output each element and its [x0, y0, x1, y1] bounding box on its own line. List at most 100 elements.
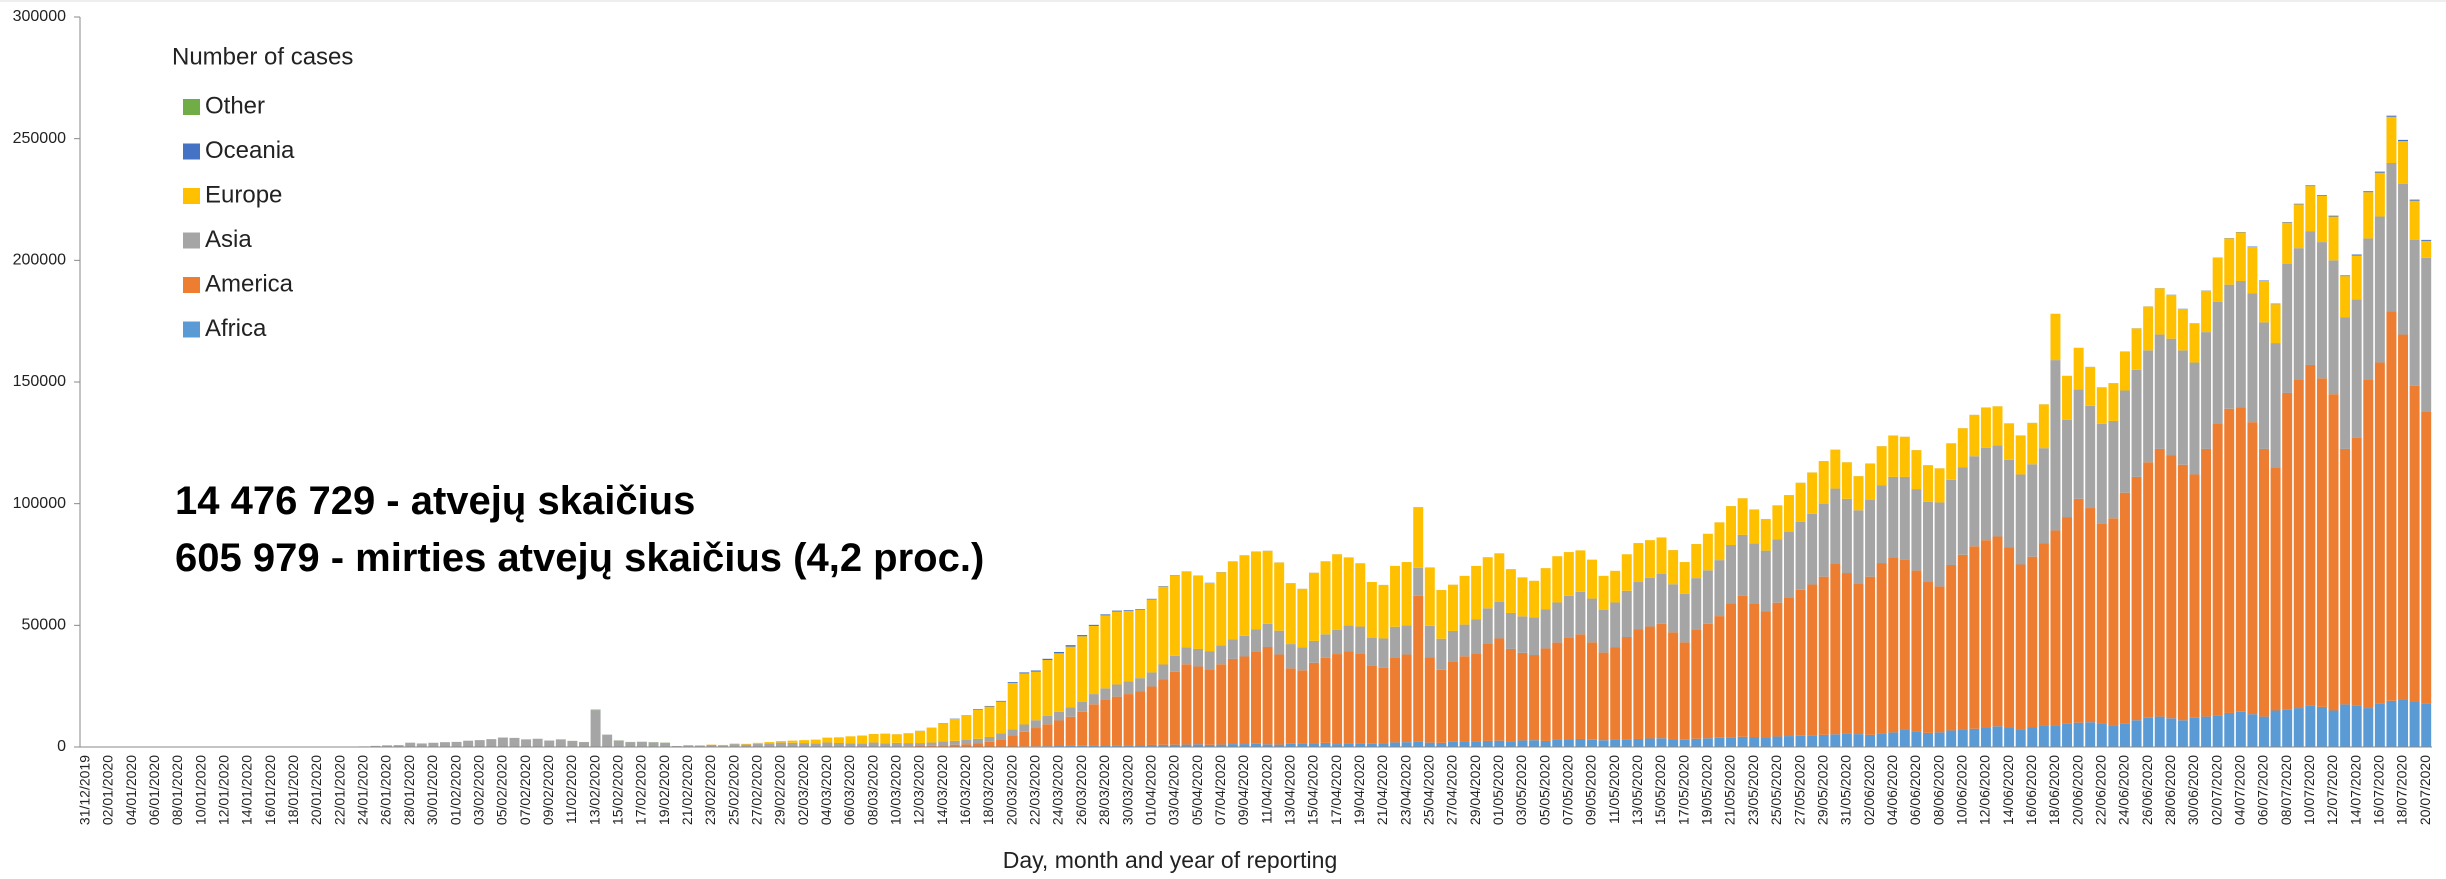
bar-segment [2073, 722, 2084, 747]
bar-segment [1656, 623, 1667, 739]
bar-segment [1077, 711, 1088, 746]
bar-segment [2351, 254, 2362, 256]
bar-segment [822, 737, 833, 743]
bar-segment [1169, 575, 1180, 656]
bar-segment [1308, 743, 1319, 747]
bar-segment [2177, 350, 2188, 465]
bar-segment [1297, 647, 1308, 671]
bar-segment [1007, 729, 1018, 736]
bar-segment [2224, 284, 2235, 409]
bar-segment [2305, 705, 2316, 747]
bar-segment [2038, 448, 2049, 544]
legend-swatch [183, 277, 200, 293]
x-tick-label: 01/05/2020 [1490, 755, 1506, 825]
bar-segment [2004, 459, 2015, 548]
bar-segment [1378, 638, 1389, 668]
bar-segment [2293, 248, 2304, 380]
bar-segment [1274, 744, 1285, 747]
bar-segment [2409, 385, 2420, 702]
bar-segment [729, 744, 740, 747]
bar-segment [1957, 467, 1968, 555]
bar-segment [1065, 646, 1076, 708]
bar-segment [1679, 642, 1690, 740]
bar-segment [915, 743, 925, 746]
bar-segment [1899, 476, 1910, 560]
x-tick-label: 22/01/2020 [331, 755, 347, 825]
bar-segment [1980, 407, 1991, 448]
x-tick-label: 19/02/2020 [656, 755, 672, 825]
bar-segment [1505, 741, 1516, 747]
bar-segment [544, 740, 555, 747]
bar-segment [2108, 518, 2119, 726]
bar-segment [1587, 559, 1597, 599]
bar-segment [1853, 510, 1864, 584]
bar-segment [949, 744, 960, 747]
bar-segment [1135, 609, 1146, 611]
bar-segment [2189, 323, 2200, 363]
bar-segment [2131, 369, 2142, 477]
bar-segment [1019, 731, 1030, 747]
bar-segment [2177, 464, 2188, 721]
bar-segment [2085, 722, 2096, 747]
bar-segment [2316, 706, 2327, 747]
bar-segment [891, 734, 902, 743]
bar-segment [1795, 589, 1806, 736]
bar-segment [439, 742, 450, 747]
bar-segment [1366, 665, 1377, 744]
bar-segment [1146, 672, 1157, 687]
bar-segment [1227, 639, 1238, 659]
bar-segment [2073, 347, 2084, 390]
bar-segment [2119, 390, 2130, 493]
x-tick-label: 15/02/2020 [609, 755, 625, 825]
bar-segment [2143, 350, 2154, 463]
bar-segment [2398, 183, 2409, 335]
bar-segment [1158, 586, 1169, 665]
x-tick-label: 08/07/2020 [2278, 755, 2294, 825]
bar-segment [752, 742, 763, 744]
bar-segment [370, 745, 381, 747]
bar-segment [1088, 694, 1099, 705]
bar-segment [1517, 740, 1528, 747]
bar-segment [2201, 448, 2212, 717]
bar-segment [1054, 720, 1065, 747]
bar-segment [1216, 645, 1227, 665]
bar-segment [1077, 636, 1088, 702]
bar-segment [1019, 724, 1030, 732]
bar-segment [1239, 656, 1250, 745]
x-tick-label: 20/03/2020 [1003, 755, 1019, 825]
bar-segment [1992, 536, 2003, 727]
bar-segment [1505, 648, 1516, 742]
bar-segment [2247, 422, 2258, 715]
bar-segment [1923, 732, 1933, 747]
legend-label: Oceania [205, 137, 295, 164]
x-tick-label: 23/05/2020 [1745, 755, 1761, 825]
bar-segment [1992, 726, 2003, 747]
bar-segment [2154, 716, 2165, 747]
bar-segment [2073, 389, 2084, 499]
bar-segment [2201, 716, 2212, 747]
x-tick-label: 16/06/2020 [2023, 755, 2039, 825]
bar-segment [1876, 733, 1887, 747]
bar-segment [1633, 582, 1644, 630]
bar-segment [718, 745, 729, 747]
bar-segment [1691, 578, 1702, 630]
x-tick-label: 23/04/2020 [1397, 755, 1413, 825]
bar-segment [1413, 507, 1424, 568]
bar-segment [1726, 737, 1737, 747]
bar-segment [996, 700, 1007, 702]
x-tick-label: 04/01/2020 [123, 755, 139, 825]
bar-segment [1714, 522, 1725, 561]
x-tick-label: 27/05/2020 [1791, 755, 1807, 825]
bar-segment [2340, 275, 2351, 277]
bar-segment [1575, 634, 1586, 739]
bar-segment [567, 740, 578, 747]
bar-segment [1621, 637, 1632, 740]
bar-segment [1227, 744, 1238, 747]
bar-segment [1390, 657, 1401, 743]
bar-segment [1980, 727, 1991, 747]
bar-segment [1193, 575, 1204, 649]
bar-segment [1100, 688, 1111, 700]
bar-segment [1726, 545, 1737, 604]
x-tick-label: 17/04/2020 [1328, 755, 1344, 825]
bar-segment [1216, 572, 1227, 646]
